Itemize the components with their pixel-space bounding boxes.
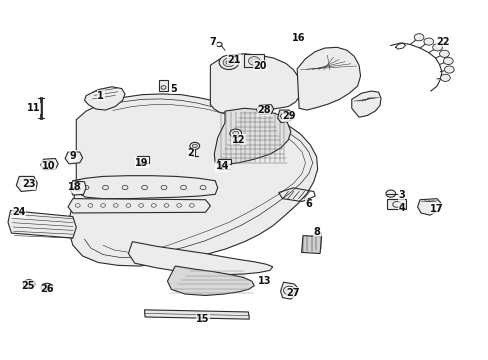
- Circle shape: [41, 283, 53, 292]
- Bar: [244, 54, 264, 67]
- Polygon shape: [417, 199, 441, 215]
- Polygon shape: [217, 159, 230, 164]
- Circle shape: [261, 107, 268, 113]
- Text: 23: 23: [22, 179, 36, 189]
- Text: 16: 16: [292, 33, 305, 43]
- Text: 12: 12: [231, 135, 245, 145]
- Polygon shape: [277, 110, 292, 123]
- Circle shape: [280, 113, 288, 119]
- Text: 27: 27: [286, 288, 300, 298]
- Circle shape: [232, 131, 238, 135]
- Text: 25: 25: [20, 281, 34, 291]
- Polygon shape: [65, 152, 82, 164]
- Polygon shape: [297, 47, 360, 110]
- Text: 6: 6: [305, 199, 312, 210]
- Circle shape: [225, 60, 231, 64]
- Text: 29: 29: [282, 111, 296, 121]
- Circle shape: [189, 142, 199, 149]
- Circle shape: [385, 190, 395, 197]
- Bar: [137, 156, 149, 163]
- Polygon shape: [68, 199, 210, 213]
- Circle shape: [413, 34, 423, 41]
- Circle shape: [443, 57, 452, 64]
- Polygon shape: [280, 282, 298, 299]
- Polygon shape: [167, 266, 254, 296]
- Circle shape: [423, 38, 433, 45]
- Text: 2: 2: [187, 148, 194, 158]
- Polygon shape: [351, 91, 380, 117]
- Text: 13: 13: [258, 276, 271, 286]
- Polygon shape: [73, 176, 217, 199]
- Circle shape: [432, 44, 442, 51]
- Polygon shape: [84, 87, 125, 110]
- Bar: [159, 80, 167, 91]
- Text: 17: 17: [429, 204, 443, 214]
- Text: 22: 22: [436, 37, 449, 47]
- Circle shape: [192, 144, 197, 148]
- Bar: [386, 199, 406, 210]
- Polygon shape: [69, 94, 317, 266]
- Circle shape: [286, 288, 292, 293]
- Text: 21: 21: [226, 55, 240, 65]
- Text: 8: 8: [313, 227, 320, 237]
- Polygon shape: [70, 181, 86, 195]
- Text: 26: 26: [40, 284, 54, 294]
- Text: 3: 3: [397, 190, 404, 200]
- Polygon shape: [128, 242, 272, 275]
- Text: 11: 11: [27, 103, 41, 113]
- Text: 4: 4: [397, 203, 404, 213]
- Text: 5: 5: [170, 84, 177, 94]
- Text: 18: 18: [68, 182, 81, 192]
- Polygon shape: [8, 211, 76, 238]
- Polygon shape: [214, 108, 290, 165]
- Text: 7: 7: [209, 37, 216, 47]
- Text: 14: 14: [215, 161, 229, 171]
- Circle shape: [223, 58, 234, 67]
- Circle shape: [439, 50, 448, 57]
- Text: 28: 28: [257, 105, 270, 115]
- Text: 15: 15: [196, 314, 209, 324]
- Circle shape: [219, 55, 238, 69]
- Text: 9: 9: [69, 150, 76, 161]
- Circle shape: [44, 285, 50, 290]
- Polygon shape: [256, 105, 273, 115]
- Polygon shape: [301, 235, 321, 253]
- Circle shape: [440, 74, 449, 81]
- Text: 24: 24: [13, 207, 26, 217]
- Polygon shape: [210, 54, 302, 113]
- Text: 20: 20: [253, 61, 266, 71]
- Circle shape: [23, 280, 35, 288]
- Polygon shape: [16, 176, 37, 192]
- Polygon shape: [41, 158, 58, 170]
- Circle shape: [444, 66, 453, 73]
- Circle shape: [229, 129, 241, 138]
- Text: 19: 19: [135, 158, 148, 168]
- Polygon shape: [144, 310, 249, 319]
- Circle shape: [248, 57, 260, 65]
- Text: 1: 1: [97, 91, 104, 101]
- Text: 10: 10: [41, 161, 55, 171]
